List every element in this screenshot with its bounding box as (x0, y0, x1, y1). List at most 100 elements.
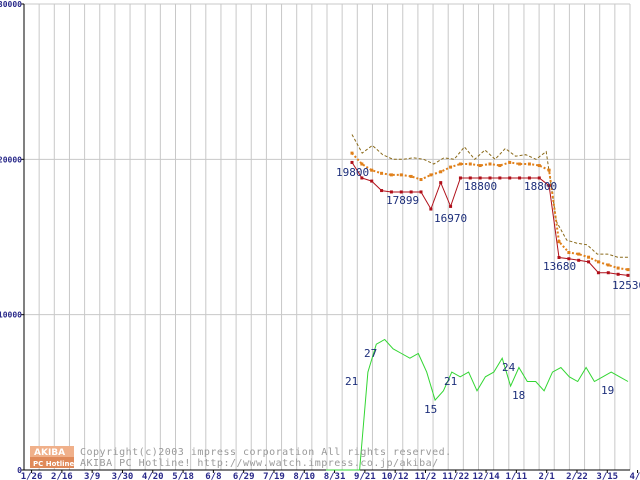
x-tick-label: 1/26 (21, 472, 43, 480)
x-tick-label: 9/21 (354, 472, 376, 480)
x-tick-label: 3/15 (596, 472, 618, 480)
series-point-min_price (439, 181, 443, 185)
series-point-avg_price (419, 178, 423, 182)
series-point-min_price (488, 176, 492, 180)
series-point-min_price (577, 258, 581, 262)
data-label: 17899 (386, 194, 419, 207)
data-label: 18800 (524, 180, 557, 193)
series-point-min_price (419, 190, 423, 194)
x-tick-label: 2/22 (566, 472, 588, 480)
x-tick-label: 11/2 (415, 472, 437, 480)
series-lines (326, 134, 630, 471)
series-point-avg_price (409, 174, 413, 178)
series-point-min_price (587, 260, 591, 264)
series-line-avg_price (351, 152, 629, 271)
x-tick-label: 2/16 (51, 472, 73, 480)
series-point-avg_price (557, 240, 561, 244)
series-point-min_price (596, 271, 600, 275)
data-labels: 19800 17899 16970 18800 18800 13680 12530 21 27 1… (336, 166, 640, 416)
series-point-min_price (557, 256, 561, 260)
data-label: 12530 (612, 279, 640, 292)
x-tick-label: 8/10 (293, 472, 315, 480)
data-label: 19800 (336, 166, 369, 179)
x-tick-label: 3/9 (84, 472, 100, 480)
data-label: 27 (364, 347, 377, 360)
series-point-avg_price (498, 164, 502, 168)
series-point-avg_price (350, 151, 354, 155)
series-point-avg_price (429, 173, 433, 177)
series-line-shop_count (326, 338, 629, 471)
series-point-avg_price (449, 165, 453, 169)
series-point-avg_price (370, 168, 374, 172)
series-point-avg_price (399, 173, 403, 177)
copyright-line-2: AKIBA PC Hotline! http://www.watch.impre… (80, 458, 439, 469)
data-label: 13680 (543, 260, 576, 273)
series-point-min_price (626, 273, 630, 277)
series-point-avg_price (547, 168, 551, 172)
series-point-avg_price (389, 173, 393, 177)
akiba-logo: AKIBA PC Hotline! (30, 446, 77, 468)
series-point-avg_price (567, 251, 571, 255)
series-point-min_price (567, 257, 571, 261)
series-point-min_price (468, 176, 472, 180)
y-tick-label: 20000 (0, 155, 22, 164)
series-point-min_price (527, 176, 531, 180)
x-tick-label: 8/31 (324, 472, 346, 480)
series-point-min_price (389, 190, 393, 194)
series-point-avg_price (458, 162, 462, 166)
data-label: 21 (345, 375, 358, 388)
series-point-min_price (370, 179, 374, 183)
x-tick-label: 4/5 (629, 472, 640, 480)
logo-bottom-text: PC Hotline! (33, 460, 77, 468)
x-tick-label: 2/1 (539, 472, 555, 480)
copyright-block: AKIBA PC Hotline! Copyright(c)2003 impre… (30, 446, 452, 469)
series-point-avg_price (468, 162, 472, 166)
series-point-avg_price (380, 171, 384, 175)
series-point-min_price (616, 272, 620, 276)
series-point-min_price (537, 176, 541, 180)
series-point-min_price (350, 160, 354, 164)
series-point-avg_price (626, 268, 630, 272)
series-point-avg_price (488, 162, 492, 166)
series-point-avg_price (606, 263, 610, 267)
series-point-avg_price (360, 162, 364, 166)
x-tick-label: 5/18 (172, 472, 194, 480)
series-point-avg_price (616, 266, 620, 270)
series-point-min_price (429, 207, 433, 211)
x-tick-label: 11/22 (442, 472, 469, 480)
series-point-avg_price (518, 162, 522, 166)
x-tick-label: 10/12 (382, 472, 409, 480)
series-point-avg_price (439, 170, 443, 174)
series-point-min_price (508, 176, 512, 180)
x-tick-label: 7/19 (263, 472, 285, 480)
series-point-min_price (547, 184, 551, 188)
series-point-avg_price (596, 260, 600, 264)
series-point-min_price (449, 204, 453, 208)
series-point-min_price (380, 189, 384, 193)
copyright-line-1: Copyright(c)2003 impress corporation All… (80, 447, 452, 458)
data-label: 16970 (434, 212, 467, 225)
series-point-min_price (518, 176, 522, 180)
grid-lines (24, 3, 631, 470)
data-label: 15 (424, 403, 437, 416)
x-tick-label: 1/11 (506, 472, 528, 480)
series-point-avg_price (577, 252, 581, 256)
y-tick-label: 0 (17, 466, 22, 475)
series-point-min_price (458, 176, 462, 180)
series-point-min_price (399, 190, 403, 194)
y-tick-label: 30000 (0, 0, 22, 9)
logo-top-text: AKIBA (34, 448, 65, 458)
series-point-min_price (606, 271, 610, 275)
series-point-avg_price (537, 164, 541, 168)
series-point-min_price (360, 176, 364, 180)
x-tick-label: 12/14 (473, 472, 501, 480)
data-label: 18800 (464, 180, 497, 193)
series-point-min_price (409, 190, 413, 194)
series-point-avg_price (587, 255, 591, 259)
series-point-min_price (498, 176, 502, 180)
series-line-max_price (351, 134, 628, 258)
series-point-avg_price (508, 160, 512, 164)
series-point-min_price (478, 176, 482, 180)
